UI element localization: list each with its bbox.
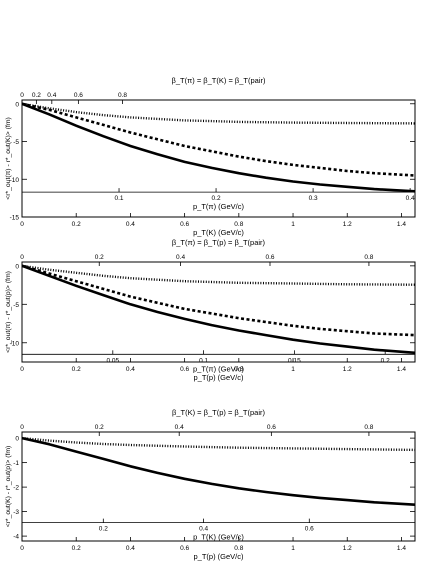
bottom-axis-tick-label: 0.8 <box>234 545 243 552</box>
bottom-axis-tick-label: 0.2 <box>72 366 81 373</box>
series-line-dotted <box>21 436 416 452</box>
inner-axis-tick-label: 0.1 <box>115 195 124 202</box>
inner-axis-tick-label: 0.2 <box>381 357 390 364</box>
y-axis-tick-label: 0 <box>15 101 19 108</box>
plot-frame <box>21 261 416 363</box>
bottom-axis-tick-label: 1.4 <box>397 221 406 228</box>
top-axis-tick-label: 0.2 <box>95 424 104 431</box>
bottom-axis-tick-label: 0.4 <box>126 366 135 373</box>
y-axis-tick-label: -5 <box>13 139 19 146</box>
inner-axis-tick-label: 0.05 <box>106 357 119 364</box>
bottom-axis-tick-label: 0.6 <box>180 545 189 552</box>
bottom-axis-tick-label: 0.8 <box>234 221 243 228</box>
y-axis-tick-label: -3 <box>13 509 19 516</box>
top-axis-title: β_T(K) = β_T(p) = β_T(pair) <box>172 408 265 417</box>
top-axis-tick-label: 0.4 <box>47 92 56 99</box>
chart-panel-3: β_T(K) = β_T(p) = β_T(pair) 0.2 0.4 0.6 0.8 0… <box>5 408 416 561</box>
bottom-axis-tick-label: 1.2 <box>343 366 352 373</box>
bottom-axis-tick-label: 0.2 <box>72 221 81 228</box>
bottom-axis-tick-label: 1.4 <box>397 366 406 373</box>
y-axis-title: <r*_out(K) - r*_out(p)> (fm) <box>5 446 12 528</box>
top-axis-tick-label: 0.8 <box>364 424 373 431</box>
y-axis-tick-label: -1 <box>13 460 19 467</box>
bottom-axis-tick-label: 0.2 <box>72 545 81 552</box>
top-axis-tick-label: 0.4 <box>176 254 185 261</box>
series-line-solid <box>21 102 416 193</box>
inner-axis-title: p_T(K) (GeV/c) <box>193 533 244 542</box>
bottom-axis-tick-label: 0.6 <box>180 221 189 228</box>
inner-axis-tick-label: 0.3 <box>309 195 318 202</box>
bottom-axis-tick-label: 1 <box>291 545 295 552</box>
top-axis-title: β_T(π) = β_T(K) = β_T(pair) <box>172 76 266 85</box>
inner-axis-tick-label: 0.4 <box>199 526 208 533</box>
bottom-axis-tick-label: 1 <box>291 221 295 228</box>
y-axis-tick-label: -5 <box>13 302 19 309</box>
inner-axis-tick-label: 0.15 <box>288 357 301 364</box>
top-axis-tick-label: 0.2 <box>32 92 41 99</box>
top-axis-tick-label: 0.6 <box>74 92 83 99</box>
top-axis-tick-label: 0.6 <box>265 254 274 261</box>
bottom-axis-tick-label: 1.2 <box>343 221 352 228</box>
inner-axis-tick-label: 0.4 <box>406 195 415 202</box>
top-axis-tick-label: 0.8 <box>118 92 127 99</box>
series-line-dashed <box>21 102 416 177</box>
series-line-dotted <box>21 264 416 286</box>
bottom-axis-tick-label: 1 <box>291 366 295 373</box>
inner-axis-title: p_T(π) (GeV/c) <box>193 202 245 211</box>
inner-axis-tick-label: 0.6 <box>305 526 314 533</box>
chart-panel-2: β_T(π) = β_T(p) = β_T(pair) 0.2 0.4 0.6 0.8 0… <box>5 238 416 382</box>
series-line-dashed <box>21 264 416 337</box>
bottom-axis-tick-label: 0 <box>20 366 24 373</box>
plot-frame <box>21 99 416 218</box>
bottom-axis-tick-label: 0.4 <box>126 221 135 228</box>
bottom-axis-title: p_T(p) (GeV/c) <box>193 373 244 382</box>
bottom-axis-tick-label: 0.8 <box>234 366 243 373</box>
y-axis-tick-label: -2 <box>13 485 19 492</box>
bottom-axis-tick-label: 0 <box>20 545 24 552</box>
top-axis-tick-label: 0 <box>20 254 24 261</box>
top-axis-title: β_T(π) = β_T(p) = β_T(pair) <box>172 238 266 247</box>
bottom-axis-tick-label: 0 <box>20 221 24 228</box>
y-axis-tick-label: -10 <box>10 340 20 347</box>
y-axis-tick-label: 0 <box>15 263 19 270</box>
y-axis-title: <r*_out(π) - r*_out(p)> (fm) <box>5 271 12 353</box>
inner-axis-title: p_T(π) (GeV/c) <box>193 364 245 373</box>
y-axis-tick-label: -4 <box>13 534 19 541</box>
y-axis-title: <r*_out(π) - r*_out(K)> (fm) <box>5 117 12 200</box>
chart-panel-1: β_T(π) = β_T(K) = β_T(pair) 0.2 0.4 0.6 0.8 0… <box>5 76 416 237</box>
bottom-axis-title: p_T(p) (GeV/c) <box>193 552 244 561</box>
top-axis-tick-label: 0 <box>20 424 24 431</box>
top-axis-tick-label: 0.4 <box>175 424 184 431</box>
top-axis-tick-label: 0 <box>20 92 24 99</box>
bottom-axis-tick-label: 0.4 <box>126 545 135 552</box>
series-line-solid <box>21 436 416 506</box>
series-line-solid <box>21 264 416 355</box>
inner-axis-tick-label: 0.2 <box>212 195 221 202</box>
top-axis-tick-label: 0.8 <box>364 254 373 261</box>
y-axis-tick-label: -15 <box>10 215 20 222</box>
y-axis-tick-label: -10 <box>10 177 20 184</box>
bottom-axis-tick-label: 0.6 <box>180 366 189 373</box>
top-axis-tick-label: 0.2 <box>95 254 104 261</box>
top-axis-tick-label: 0.6 <box>267 424 276 431</box>
series-line-dotted <box>21 102 416 125</box>
bottom-axis-tick-label: 1.2 <box>343 545 352 552</box>
bottom-axis-tick-label: 1.4 <box>397 545 406 552</box>
bottom-axis-title: p_T(K) (GeV/c) <box>193 228 244 237</box>
plot-frame <box>21 431 416 542</box>
inner-axis-tick-label: 0.1 <box>199 357 208 364</box>
y-axis-tick-label: 0 <box>15 436 19 443</box>
inner-axis-tick-label: 0.2 <box>99 526 108 533</box>
